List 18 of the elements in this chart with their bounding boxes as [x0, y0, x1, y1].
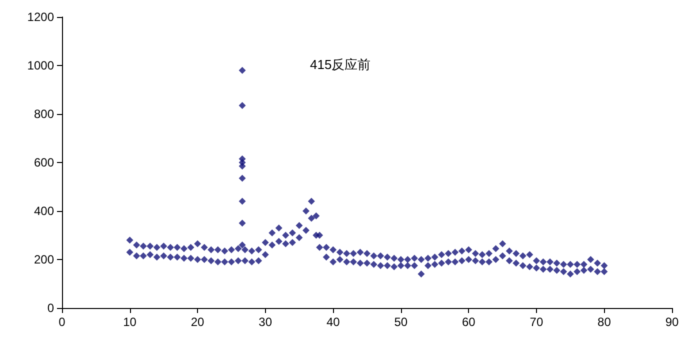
- y-tick-label: 200: [34, 252, 54, 266]
- y-tick-label: 1200: [27, 10, 54, 24]
- y-tick-label: 600: [34, 156, 54, 170]
- x-tick-label: 90: [665, 315, 679, 329]
- x-tick-label: 60: [462, 315, 476, 329]
- x-tick-label: 70: [530, 315, 544, 329]
- x-tick-label: 10: [123, 315, 137, 329]
- y-tick-label: 800: [34, 107, 54, 121]
- y-tick-label: 0: [47, 301, 54, 315]
- x-tick-label: 80: [598, 315, 612, 329]
- x-tick-label: 30: [258, 315, 272, 329]
- x-tick-label: 0: [58, 315, 66, 329]
- y-tick-label: 1000: [27, 58, 54, 72]
- annotation: 415反应前: [310, 57, 371, 72]
- x-tick-label: 40: [326, 315, 340, 329]
- y-tick-label: 400: [34, 204, 54, 218]
- x-tick-label: 20: [190, 315, 205, 329]
- x-tick-label: 50: [394, 315, 408, 329]
